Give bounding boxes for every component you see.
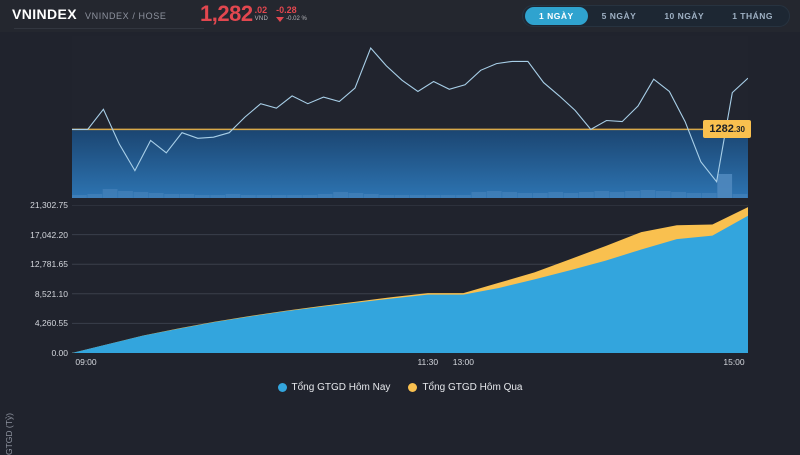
gtgd-chart-panel[interactable]: GTGD (Tỷ) 0.00 4,260.55 8,521.10 12,781.65 1… — [0, 200, 800, 455]
page-title: VNINDEX — [12, 6, 78, 22]
legend-item-hom-nay[interactable]: Tổng GTGD Hôm Nay — [277, 382, 391, 393]
chart-legend: Tổng GTGD Hôm Nay Tổng GTGD Hôm Qua — [0, 382, 800, 393]
price-chart-svg — [72, 46, 748, 198]
tab-5-ngay[interactable]: 5 NGÀY — [601, 11, 637, 21]
reference-price-int: 1282 — [709, 123, 734, 136]
price-value: 1,282 — [200, 1, 253, 26]
volume-bars — [72, 174, 748, 198]
reference-price-frac: .30 — [733, 125, 745, 135]
area-hom-nay — [72, 215, 748, 353]
tab-1-thang[interactable]: 1 THÁNG — [732, 11, 773, 21]
gtgd-y-tick: 8,521.10 — [34, 288, 68, 299]
gtgd-y-tick: 0.00 — [51, 348, 68, 358]
symbol-block: VNINDEX VNINDEX / HOSE — [12, 6, 166, 22]
gtgd-y-axis-title: GTGD (Tỷ) — [4, 412, 14, 455]
triangle-down-icon — [276, 16, 285, 22]
gtgd-y-tick: 4,260.55 — [34, 318, 68, 329]
price-change-group: -0.28 -0.02 % — [276, 2, 307, 23]
gtgd-y-axis: 0.00 4,260.55 8,521.10 12,781.65 17,042.20 21… — [0, 200, 68, 375]
price-change-percent-row: -0.02 % — [276, 15, 307, 23]
gtgd-y-tick: 21,302.75 — [30, 200, 68, 210]
legend-label-hom-nay: Tổng GTGD Hôm Nay — [291, 382, 391, 393]
legend-label-hom-qua: Tổng GTGD Hôm Qua — [422, 382, 523, 393]
symbol-exchange-label: VNINDEX / HOSE — [85, 11, 167, 21]
price-change-percent: -0.02 % — [286, 16, 307, 22]
gtgd-y-tick: 12,781.65 — [30, 259, 68, 270]
legend-item-hom-qua[interactable]: Tổng GTGD Hôm Qua — [408, 382, 522, 393]
chart-header: VNINDEX VNINDEX / HOSE 1,282 .02 VND -0.… — [0, 0, 800, 32]
reference-price-badge: 1282 .30 — [703, 120, 751, 139]
price-area-fill — [72, 129, 748, 198]
gtgd-chart-svg — [72, 204, 748, 354]
header-divider — [14, 28, 204, 29]
gtgd-x-tick: 13:00 — [452, 357, 474, 367]
gtgd-x-tick: 11:30 — [417, 357, 439, 367]
price-fraction-group: .02 VND — [255, 2, 269, 23]
currency-label: VND — [254, 16, 269, 22]
gtgd-plot-area — [72, 204, 748, 354]
tab-1-ngay[interactable]: 1 NGÀY — [525, 7, 588, 25]
gtgd-x-tick: 09:00 — [75, 357, 97, 367]
gtgd-x-tick: 15:00 — [723, 357, 745, 367]
legend-dot-yellow-icon — [408, 383, 418, 392]
quote-block: 1,282 .02 VND -0.28 -0.02 % — [200, 2, 307, 26]
price-fraction: .02 — [254, 5, 268, 15]
price-chart-panel[interactable]: 1282 .30 — [72, 36, 751, 198]
price-change-value: -0.28 — [276, 5, 297, 15]
gtgd-y-tick: 17,042.20 — [30, 229, 68, 240]
legend-dot-blue-icon — [277, 383, 287, 392]
tab-10-ngay[interactable]: 10 NGÀY — [664, 11, 705, 21]
range-tab-group[interactable]: 1 NGÀY 5 NGÀY 10 NGÀY 1 THÁNG — [522, 5, 790, 27]
price-line — [72, 46, 748, 184]
